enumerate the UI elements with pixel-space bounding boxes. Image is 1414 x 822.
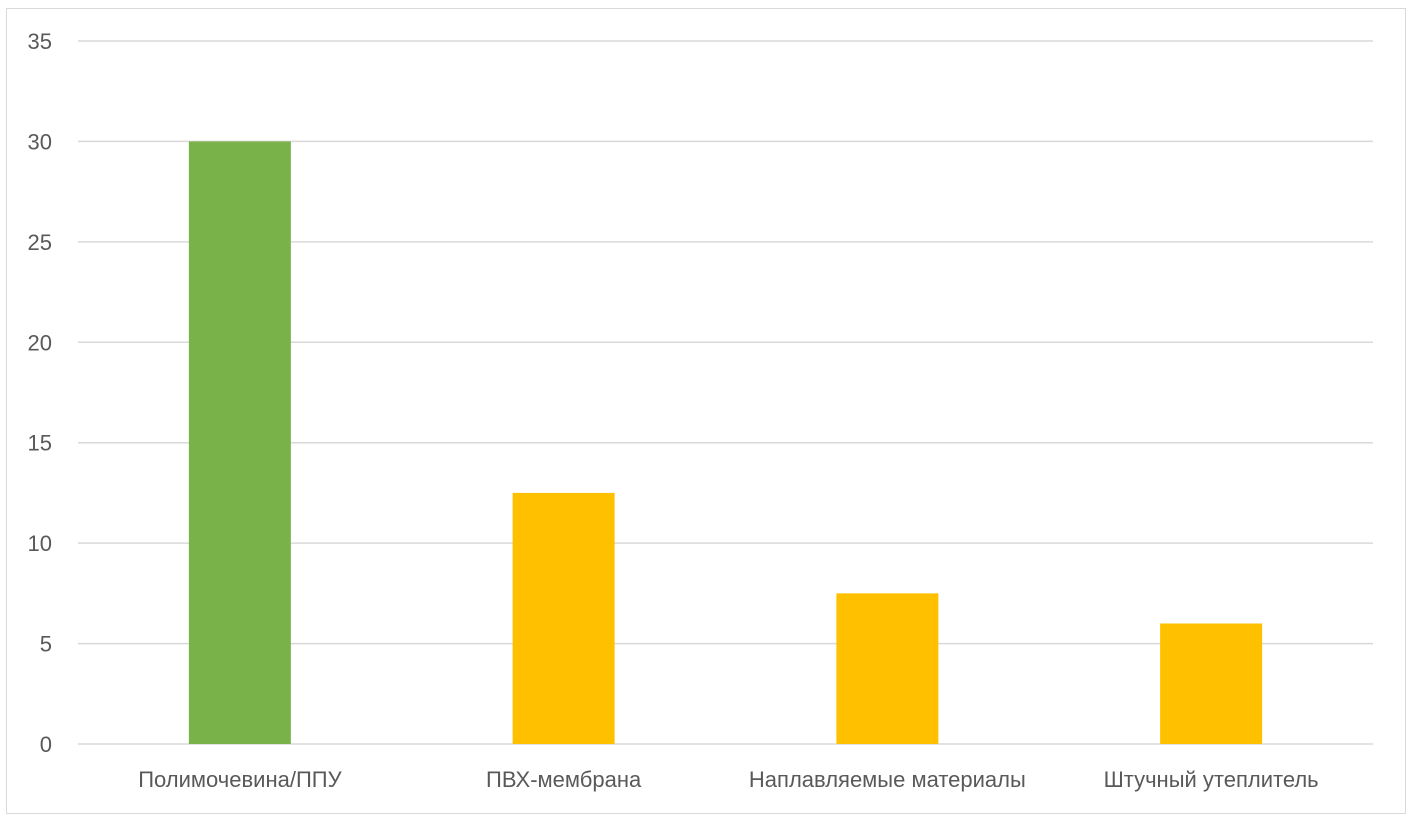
x-category-label: ПВХ-мембрана xyxy=(486,767,642,792)
bar xyxy=(836,593,939,744)
y-tick-label: 35 xyxy=(28,29,52,54)
y-tick-label: 30 xyxy=(28,129,52,154)
bars xyxy=(188,141,1263,744)
y-tick-label: 0 xyxy=(40,732,52,757)
bar xyxy=(512,492,615,744)
x-category-label: Наплавляемые материалы xyxy=(749,767,1026,792)
x-axis-category-labels: Полимочевина/ППУ ПВХ-мембрана Наплавляемые… xyxy=(138,767,1318,792)
y-tick-label: 10 xyxy=(28,531,52,556)
y-axis-tick-labels: 0 5 10 15 20 25 30 35 xyxy=(28,29,52,757)
y-tick-label: 15 xyxy=(28,431,52,456)
bar xyxy=(188,141,291,744)
bar xyxy=(1160,623,1263,744)
y-tick-label: 5 xyxy=(40,632,52,657)
y-tick-label: 20 xyxy=(28,330,52,355)
x-category-label: Штучный утеплитель xyxy=(1104,767,1319,792)
y-tick-label: 25 xyxy=(28,230,52,255)
x-category-label: Полимочевина/ППУ xyxy=(138,767,342,792)
gridlines xyxy=(78,40,1373,745)
